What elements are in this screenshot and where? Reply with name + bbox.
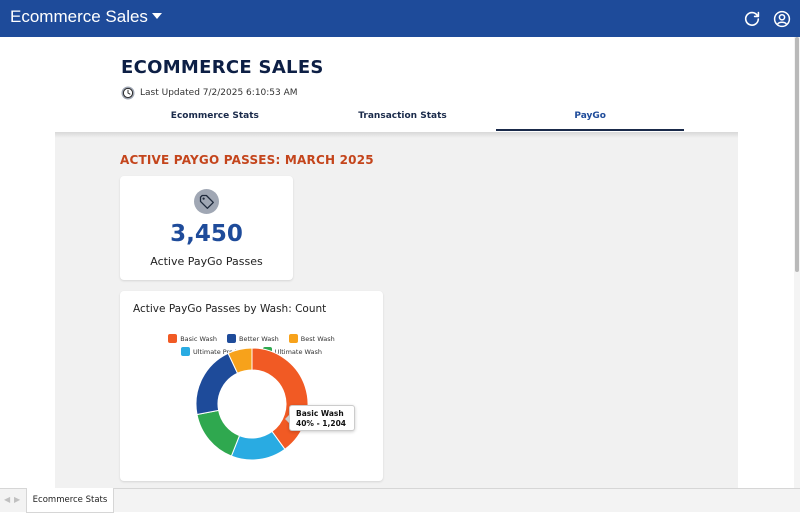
tab-transaction-stats[interactable]: Transaction Stats bbox=[358, 111, 447, 121]
donut-slice-ultimate-wash[interactable] bbox=[196, 409, 241, 457]
last-updated-text: Last Updated 7/2/2025 6:10:53 AM bbox=[140, 88, 298, 98]
next-sheet-icon[interactable]: ▶ bbox=[14, 495, 21, 504]
chart-card-passes-by-wash: Active PayGo Passes by Wash: Count Basic… bbox=[120, 291, 383, 481]
legend-label: Ultimate Wash bbox=[274, 347, 323, 356]
tooltip-title: Basic Wash bbox=[296, 409, 344, 418]
donut-slice-better-wash[interactable] bbox=[195, 352, 239, 416]
scrollbar-thumb[interactable] bbox=[795, 37, 799, 272]
legend-swatch bbox=[168, 334, 178, 343]
legend-swatch bbox=[288, 334, 298, 343]
section-title: ACTIVE PAYGO PASSES: MARCH 2025 bbox=[120, 153, 374, 167]
legend-label: Basic Wash bbox=[180, 334, 217, 343]
top-bar: Ecommerce Sales bbox=[0, 0, 800, 37]
tooltip-value: 40% - 1,204 bbox=[296, 419, 347, 428]
tab-bar: Ecommerce Stats Transaction Stats PayGo bbox=[121, 109, 685, 131]
donut-slice-basic-wash[interactable] bbox=[251, 347, 309, 451]
donut-slice-best-wash[interactable] bbox=[227, 347, 253, 374]
legend-item-basic-wash[interactable]: Basic Wash bbox=[168, 332, 217, 345]
sheet-tab-ecommerce-stats[interactable]: Ecommerce Stats bbox=[26, 488, 114, 513]
donut-chart bbox=[195, 347, 309, 461]
app-title-dropdown[interactable]: Ecommerce Sales bbox=[10, 7, 162, 27]
legend-label: Better Wash bbox=[239, 334, 279, 343]
page-title: ECOMMERCE SALES bbox=[121, 57, 324, 78]
page-header: ECOMMERCE SALES Last Updated 7/2/2025 6:… bbox=[0, 37, 794, 132]
legend-row: Basic Wash Better Wash Best Wash bbox=[120, 332, 383, 345]
legend-item-best-wash[interactable]: Best Wash bbox=[288, 332, 335, 345]
chart-title: Active PayGo Passes by Wash: Count bbox=[133, 303, 327, 315]
kpi-label: Active PayGo Passes bbox=[150, 255, 263, 268]
last-updated: Last Updated 7/2/2025 6:10:53 AM bbox=[121, 85, 298, 101]
app-title-text: Ecommerce Sales bbox=[10, 7, 148, 26]
legend-swatch bbox=[227, 334, 236, 343]
tag-icon bbox=[194, 189, 219, 214]
kpi-value: 3,450 bbox=[170, 221, 243, 247]
caret-down-icon bbox=[151, 13, 162, 19]
legend-label: Ultimate Pro Wash bbox=[192, 347, 253, 356]
legend-label: Best Wash bbox=[300, 334, 335, 343]
footer-sheet-bar: ◀ ▶ Ecommerce Stats bbox=[0, 488, 800, 513]
vertical-scrollbar[interactable] bbox=[794, 37, 800, 488]
user-circle-icon[interactable] bbox=[773, 10, 791, 28]
prev-sheet-icon[interactable]: ◀ bbox=[4, 495, 11, 504]
dashboard-content: ACTIVE PAYGO PASSES: MARCH 2025 3,450 Ac… bbox=[55, 132, 738, 489]
chart-tooltip: Basic Wash 40% - 1,204 bbox=[285, 405, 355, 431]
tab-paygo[interactable]: PayGo bbox=[496, 109, 685, 131]
legend-swatch bbox=[180, 347, 190, 356]
legend-item-ultimate-pro-wash[interactable]: Ultimate Pro Wash bbox=[180, 345, 253, 358]
legend-item-better-wash[interactable]: Better Wash bbox=[227, 332, 279, 345]
clock-icon bbox=[121, 86, 135, 100]
tab-ecommerce-stats[interactable]: Ecommerce Stats bbox=[170, 111, 259, 121]
refresh-icon[interactable] bbox=[743, 10, 761, 28]
kpi-card-active-passes: 3,450 Active PayGo Passes bbox=[120, 176, 293, 280]
